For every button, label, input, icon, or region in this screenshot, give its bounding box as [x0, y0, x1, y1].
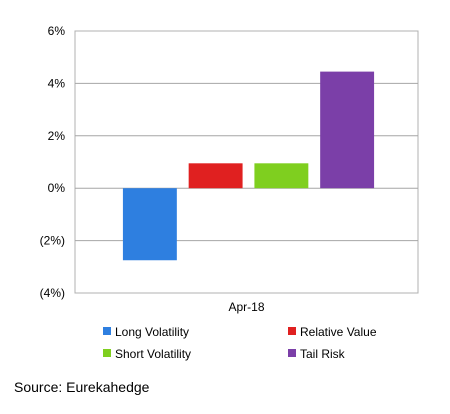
x-category-label: Apr-18 [228, 300, 264, 314]
y-tick-labels: 6% 4% 2% 0% (2%) (4%) [40, 24, 66, 300]
legend-swatch [103, 349, 111, 357]
bar-short-volatility [254, 163, 309, 189]
legend-label: Tail Risk [300, 347, 346, 361]
legend-swatch [103, 327, 111, 335]
legend-label: Short Volatility [115, 347, 191, 361]
bars [122, 71, 375, 261]
y-tick-label: (4%) [40, 286, 65, 300]
legend-label: Relative Value [300, 325, 377, 339]
legend-swatch [288, 327, 296, 335]
y-tick-label: (2%) [40, 234, 65, 248]
source-note: Source: Eurekahedge [14, 379, 150, 395]
bar-relative-value [188, 163, 243, 189]
legend-label: Long Volatility [115, 325, 189, 339]
bar-tail-risk [320, 71, 375, 189]
y-tick-label: 6% [48, 24, 66, 38]
legend: Long Volatility Relative Value Short Volat… [103, 325, 377, 361]
legend-swatch [288, 349, 296, 357]
y-tick-label: 0% [48, 181, 66, 195]
y-tick-label: 4% [48, 76, 66, 90]
bar-long-volatility [122, 188, 177, 261]
y-tick-label: 2% [48, 129, 66, 143]
x-category-labels: Apr-18 [228, 300, 264, 314]
